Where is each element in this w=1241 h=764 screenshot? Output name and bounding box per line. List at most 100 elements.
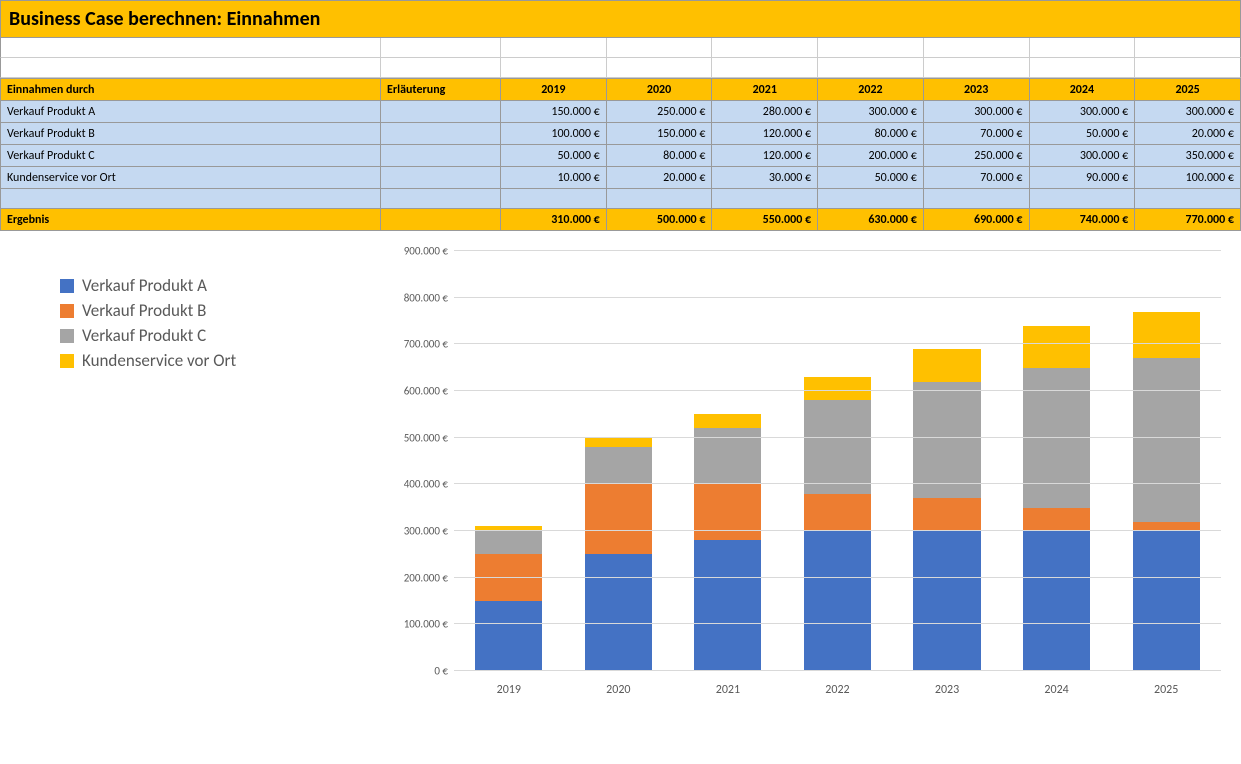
cell-value: 300.000 € xyxy=(1029,101,1135,123)
row-explanation xyxy=(381,167,501,189)
chart-x-label: 2023 xyxy=(899,683,995,697)
bar-stack xyxy=(475,526,542,671)
totals-explanation xyxy=(381,209,501,231)
legend-label: Kundenservice vor Ort xyxy=(82,350,236,371)
cell-value: 300.000 € xyxy=(818,101,924,123)
header-year: 2020 xyxy=(606,79,712,101)
bar-stack xyxy=(694,414,761,671)
bar-segment xyxy=(913,531,980,671)
cell-value: 20.000 € xyxy=(1135,123,1241,145)
legend-label: Verkauf Produkt C xyxy=(82,325,206,346)
row-explanation xyxy=(381,145,501,167)
chart-bars xyxy=(454,251,1221,671)
chart-gridline xyxy=(454,623,1221,624)
revenue-chart: Verkauf Produkt A Verkauf Produkt B Verkau… xyxy=(0,241,1241,711)
bar-column xyxy=(570,251,666,671)
totals-value: 500.000 € xyxy=(606,209,712,231)
header-year: 2024 xyxy=(1029,79,1135,101)
header-explanation: Erläuterung xyxy=(381,79,501,101)
bar-segment xyxy=(804,377,871,400)
cell-value: 150.000 € xyxy=(501,101,607,123)
header-year: 2019 xyxy=(501,79,607,101)
chart-plot: 2019202020212022202320242025 0 €100.000 … xyxy=(390,241,1231,701)
legend-item: Kundenservice vor Ort xyxy=(60,350,390,371)
cell-value: 50.000 € xyxy=(1029,123,1135,145)
cell-value: 150.000 € xyxy=(606,123,712,145)
legend-swatch xyxy=(60,279,74,293)
chart-gridline xyxy=(454,577,1221,578)
bar-segment xyxy=(475,554,542,601)
bar-column xyxy=(461,251,557,671)
chart-y-label: 600.000 € xyxy=(404,385,448,398)
bar-column xyxy=(1118,251,1214,671)
cell-value: 300.000 € xyxy=(1135,101,1241,123)
bar-segment xyxy=(475,601,542,671)
totals-value: 550.000 € xyxy=(712,209,818,231)
bar-segment xyxy=(804,494,871,531)
legend-item: Verkauf Produkt A xyxy=(60,275,390,296)
table-row: Kundenservice vor Ort10.000 €20.000 €30.… xyxy=(1,167,1241,189)
cell-value: 300.000 € xyxy=(923,101,1029,123)
cell-value: 90.000 € xyxy=(1029,167,1135,189)
table-empty-row xyxy=(1,189,1241,209)
header-year: 2025 xyxy=(1135,79,1241,101)
legend-label: Verkauf Produkt B xyxy=(82,300,206,321)
chart-gridline xyxy=(454,343,1221,344)
chart-gridline xyxy=(454,670,1221,671)
bar-stack xyxy=(1023,326,1090,671)
header-year: 2022 xyxy=(818,79,924,101)
totals-value: 740.000 € xyxy=(1029,209,1135,231)
table-row: Verkauf Produkt B100.000 €150.000 €120.0… xyxy=(1,123,1241,145)
cell-value: 70.000 € xyxy=(923,123,1029,145)
bar-column xyxy=(1009,251,1105,671)
chart-y-label: 300.000 € xyxy=(404,525,448,538)
cell-value: 120.000 € xyxy=(712,145,818,167)
row-label: Verkauf Produkt C xyxy=(1,145,381,167)
chart-x-label: 2025 xyxy=(1118,683,1214,697)
cell-value: 50.000 € xyxy=(818,167,924,189)
totals-value: 770.000 € xyxy=(1135,209,1241,231)
cell-value: 80.000 € xyxy=(606,145,712,167)
header-year: 2023 xyxy=(923,79,1029,101)
bar-segment xyxy=(804,400,871,493)
header-year: 2021 xyxy=(712,79,818,101)
cell-value: 50.000 € xyxy=(501,145,607,167)
chart-gridline xyxy=(454,437,1221,438)
cell-value: 20.000 € xyxy=(606,167,712,189)
bar-segment xyxy=(1023,508,1090,531)
chart-gridline xyxy=(454,530,1221,531)
bar-column xyxy=(790,251,886,671)
cell-value: 200.000 € xyxy=(818,145,924,167)
cell-value: 250.000 € xyxy=(606,101,712,123)
totals-value: 690.000 € xyxy=(923,209,1029,231)
cell-value: 80.000 € xyxy=(818,123,924,145)
spacer-row xyxy=(0,38,1241,58)
chart-y-label: 500.000 € xyxy=(404,431,448,444)
revenue-table: Einnahmen durch Erläuterung 2019 2020 20… xyxy=(0,78,1241,231)
chart-gridline xyxy=(454,483,1221,484)
bar-stack xyxy=(804,377,871,671)
table-header-row: Einnahmen durch Erläuterung 2019 2020 20… xyxy=(1,79,1241,101)
chart-y-label: 700.000 € xyxy=(404,338,448,351)
legend-swatch xyxy=(60,304,74,318)
legend-swatch xyxy=(60,354,74,368)
cell-value: 250.000 € xyxy=(923,145,1029,167)
legend-swatch xyxy=(60,329,74,343)
bar-segment xyxy=(913,382,980,499)
chart-y-label: 100.000 € xyxy=(404,618,448,631)
chart-x-label: 2024 xyxy=(1009,683,1105,697)
cell-value: 100.000 € xyxy=(1135,167,1241,189)
cell-value: 10.000 € xyxy=(501,167,607,189)
cell-value: 70.000 € xyxy=(923,167,1029,189)
bar-segment xyxy=(1133,312,1200,359)
bar-segment xyxy=(913,498,980,531)
bar-segment xyxy=(694,484,761,540)
cell-value: 300.000 € xyxy=(1029,145,1135,167)
bar-segment xyxy=(1023,531,1090,671)
legend-label: Verkauf Produkt A xyxy=(82,275,207,296)
bar-segment xyxy=(585,447,652,484)
table-row: Verkauf Produkt A150.000 €250.000 €280.0… xyxy=(1,101,1241,123)
totals-value: 630.000 € xyxy=(818,209,924,231)
cell-value: 100.000 € xyxy=(501,123,607,145)
row-label: Kundenservice vor Ort xyxy=(1,167,381,189)
